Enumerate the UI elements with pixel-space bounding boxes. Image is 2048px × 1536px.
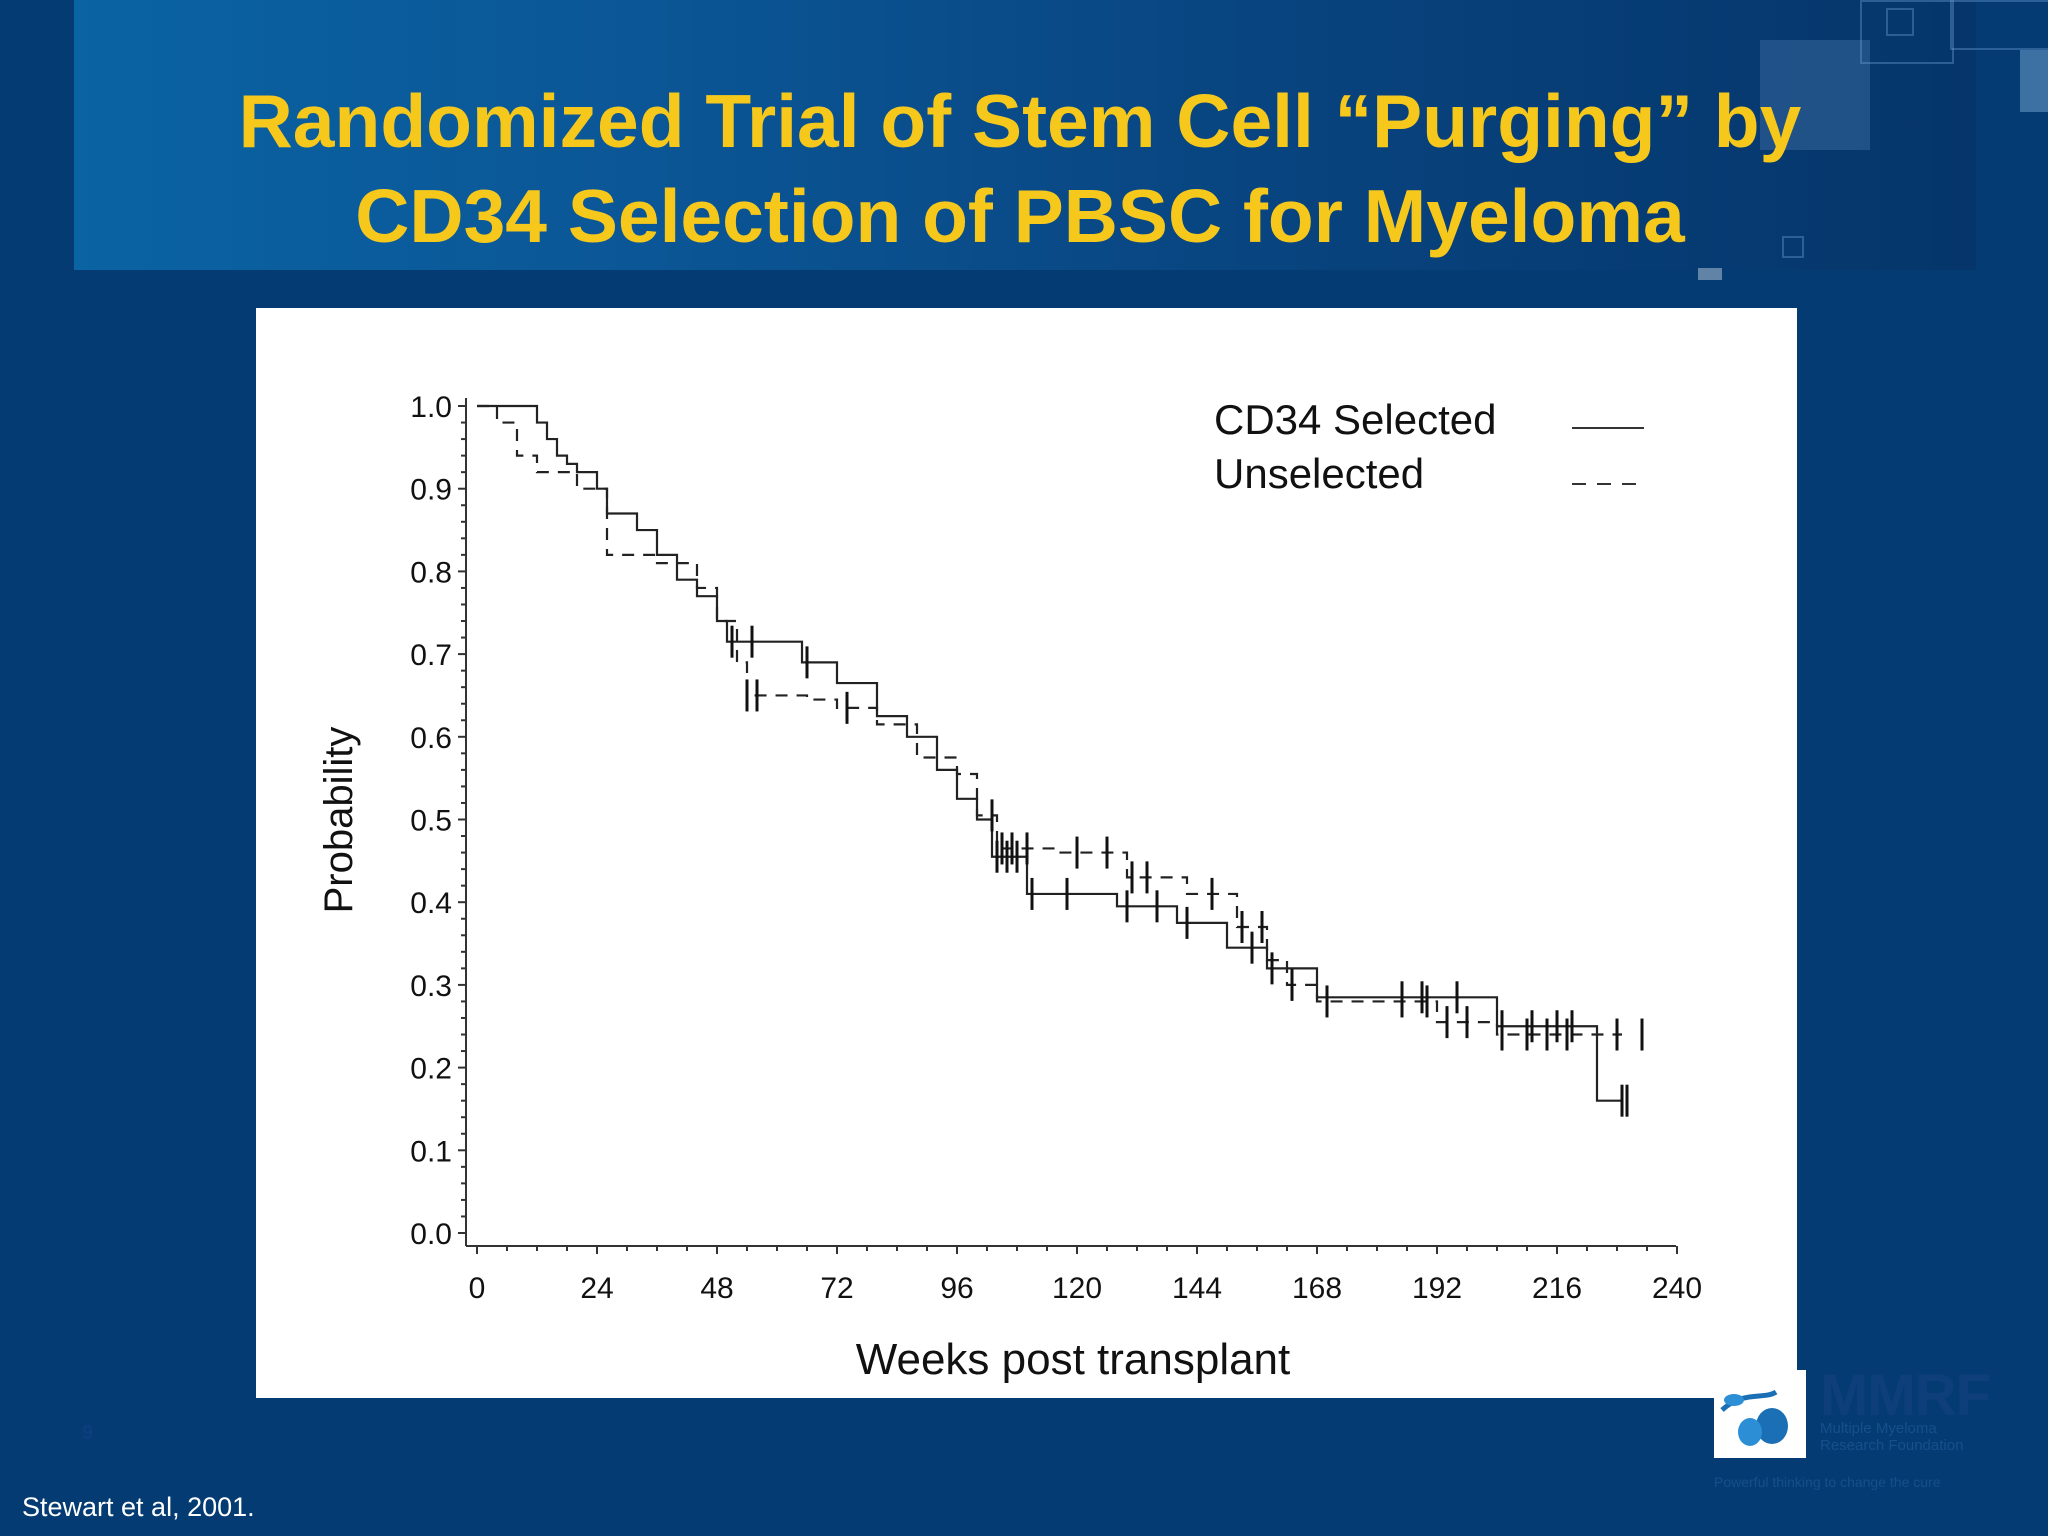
x-tick-label: 72 [820, 1272, 853, 1305]
y-tick-label: 0.9 [410, 474, 452, 507]
x-tick-label: 144 [1172, 1272, 1222, 1305]
y-tick-label: 0.1 [410, 1135, 452, 1168]
page-number: 9 [82, 1422, 94, 1444]
chart-curves [477, 404, 1622, 1102]
y-tick-label: 0.6 [410, 722, 452, 755]
y-tick-label: 0.5 [410, 805, 452, 838]
x-tick-label: 168 [1292, 1272, 1342, 1305]
legend-label-unselected: Unselected [1214, 450, 1424, 497]
leaf-icon [1720, 1389, 1788, 1446]
decorative-square [1698, 268, 1722, 280]
x-tick-label: 192 [1412, 1272, 1462, 1305]
logo-wordmark: MMRF [1820, 1363, 1991, 1428]
logo-subtitle-line-2: Research Foundation [1820, 1437, 1964, 1454]
y-tick-label: 0.8 [410, 556, 452, 589]
y-tick-label: 0.7 [410, 639, 452, 672]
y-tick-label: 0.2 [410, 1053, 452, 1086]
y-tick-label: 0.0 [410, 1218, 452, 1251]
mmrf-logo: MMRF Multiple Myeloma Research Foundatio… [1714, 1362, 2014, 1502]
logo-emblem [1714, 1370, 1806, 1458]
survival-chart: 0 24 48 72 96 120 144 168 192 216 240 0.0 0.1 0.2 0.3 0… [317, 391, 1702, 1384]
legend: CD34 Selected Unselected [1214, 396, 1644, 497]
decorative-square [1860, 0, 1954, 64]
title-line-2: CD34 Selection of PBSC for Myeloma [355, 174, 1685, 258]
logo-subtitle-line-1: Multiple Myeloma [1820, 1420, 1937, 1437]
x-tick-label: 0 [469, 1272, 486, 1305]
series-cd34-selected-line [477, 404, 1622, 1102]
y-axis-label: Probability [317, 727, 361, 914]
decorative-square [1950, 0, 2048, 50]
title-line-1: Randomized Trial of Stem Cell “Purging” … [238, 79, 1802, 163]
x-tick-label: 24 [580, 1272, 613, 1305]
logo-tagline: Powerful thinking to change the cure [1714, 1474, 1941, 1490]
header-band [74, 0, 1976, 270]
series-unselected-line [477, 404, 1622, 1036]
decorative-square [1760, 40, 1870, 150]
decorative-square [1782, 236, 1804, 258]
chart-ticks: 0 24 48 72 96 120 144 168 192 216 240 0.0 0.1 0.2 0.3 0… [410, 391, 1702, 1305]
x-tick-label: 240 [1652, 1272, 1702, 1305]
x-tick-label: 216 [1532, 1272, 1582, 1305]
y-tick-label: 0.4 [410, 887, 452, 920]
x-axis-label: Weeks post transplant [856, 1335, 1291, 1384]
logo-subtitle: Multiple Myeloma Research Foundation [1820, 1420, 1963, 1454]
chart-panel: 0 24 48 72 96 120 144 168 192 216 240 0.0 0.1 0.2 0.3 0… [256, 308, 1797, 1398]
legend-label-cd34-selected: CD34 Selected [1214, 396, 1497, 443]
slide-title: Randomized Trial of Stem Cell “Purging” … [120, 74, 1920, 264]
chart-axes [465, 398, 1676, 1247]
decorative-square [1886, 8, 1914, 36]
x-tick-label: 48 [700, 1272, 733, 1305]
chart-censor-marks [730, 625, 1644, 1117]
y-tick-label: 0.3 [410, 970, 452, 1003]
citation: Stewart et al, 2001. [22, 1492, 255, 1522]
decorative-square [2020, 50, 2048, 112]
y-tick-label: 1.0 [410, 391, 452, 424]
x-tick-label: 96 [940, 1272, 973, 1305]
x-tick-label: 120 [1052, 1272, 1102, 1305]
